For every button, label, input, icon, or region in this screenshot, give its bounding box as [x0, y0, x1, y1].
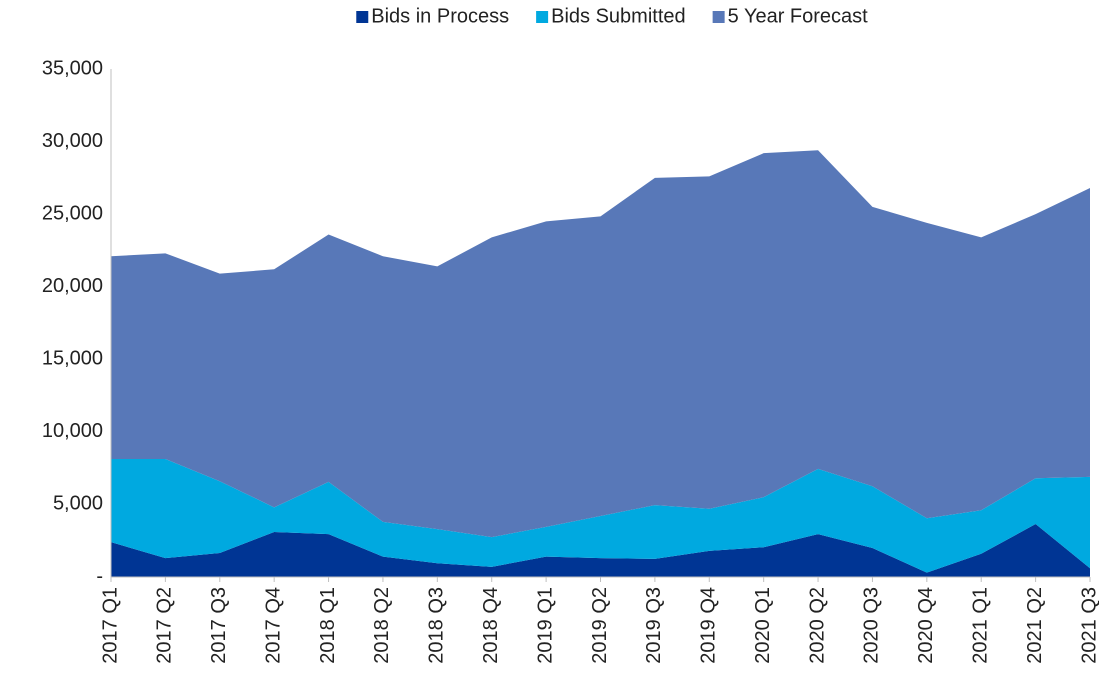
x-tick-label: 2019 Q2 [589, 587, 611, 664]
x-tick-label: 2017 Q1 [99, 587, 121, 664]
x-tick-label: 2021 Q3 [1078, 587, 1099, 664]
area [111, 150, 1090, 538]
x-tick-label: 2018 Q2 [371, 587, 393, 664]
legend-swatch [536, 11, 549, 23]
y-tick-label: 20,000 [42, 275, 103, 297]
y-tick-label: 30,000 [42, 130, 103, 152]
x-tick-label: 2021 Q1 [970, 587, 992, 664]
x-tick-label: 2018 Q1 [317, 587, 339, 664]
x-tick-label: 2019 Q1 [534, 587, 556, 664]
area [111, 459, 1090, 573]
x-tick-label: 2018 Q4 [480, 587, 502, 664]
y-tick-label: 5,000 [53, 493, 103, 515]
x-tick-label: 2020 Q3 [861, 587, 883, 664]
area [111, 524, 1090, 577]
x-tick-label: 2021 Q2 [1024, 587, 1046, 664]
y-tick-label: 15,000 [42, 348, 103, 370]
x-tick-label: 2019 Q4 [698, 587, 720, 664]
x-tick-label: 2017 Q2 [154, 587, 176, 664]
x-tick-label: 2020 Q1 [752, 587, 774, 664]
x-tick-label: 2020 Q4 [915, 587, 937, 664]
legend-swatch [712, 11, 725, 23]
y-tick-label: 35,000 [42, 57, 103, 79]
x-tick-label: 2017 Q4 [262, 587, 284, 664]
y-tick-label: 10,000 [42, 420, 103, 442]
legend-label: 5 Year Forecast [728, 5, 869, 27]
x-tick-label: 2018 Q3 [426, 587, 448, 664]
x-tick-label: 2019 Q3 [643, 587, 665, 664]
x-tick-label: 2020 Q2 [806, 587, 828, 664]
legend-label: Bids Submitted [551, 5, 686, 27]
y-tick-label: 25,000 [42, 202, 103, 224]
x-tick-label: 2017 Q3 [208, 587, 230, 664]
legend-swatch [356, 11, 369, 23]
legend-label: Bids in Process [371, 5, 509, 27]
y-tick-label: - [96, 565, 103, 587]
